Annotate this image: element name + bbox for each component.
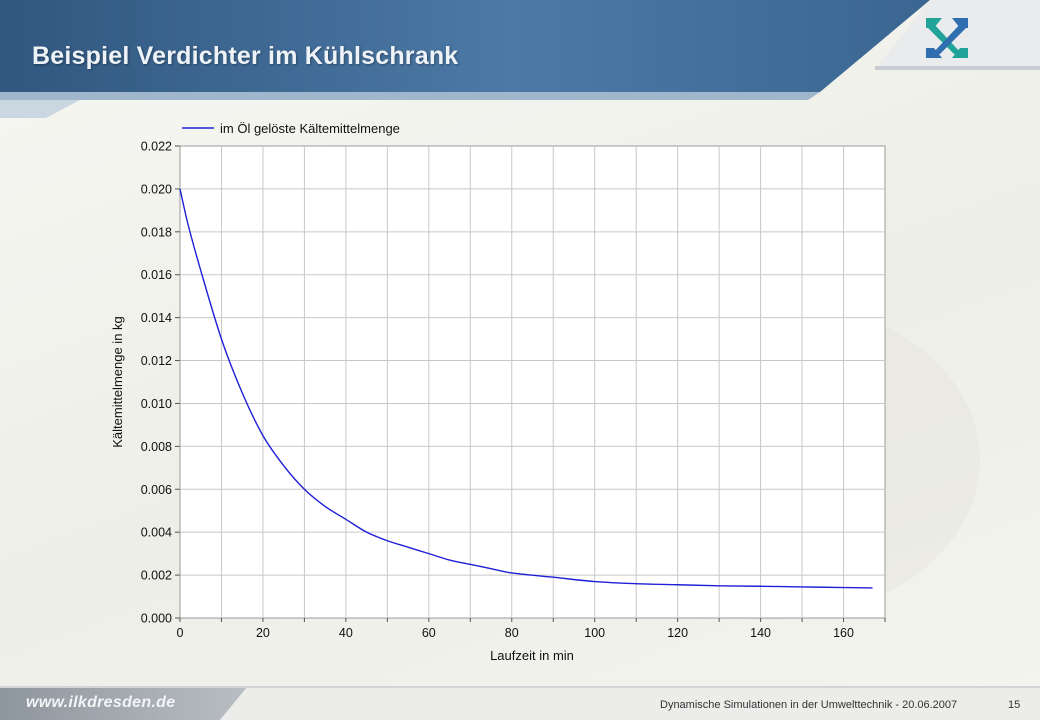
grid-lines bbox=[180, 146, 885, 618]
y-tick-label: 0.012 bbox=[141, 354, 172, 368]
y-tick-label: 0.000 bbox=[141, 612, 172, 626]
header-band bbox=[0, 0, 1040, 118]
series-group bbox=[179, 188, 873, 589]
x-axis-label: Laufzeit in min bbox=[490, 648, 574, 663]
plot-area bbox=[179, 145, 886, 619]
x-tick-label: 60 bbox=[422, 626, 436, 640]
x-tick-label: 100 bbox=[584, 626, 605, 640]
footer-text: Dynamische Simulationen in der Umwelttec… bbox=[660, 699, 958, 711]
line-chart: 0.000 0.002 0.004 0.006 0.008 0.010 0.012 0.014… bbox=[110, 121, 886, 663]
y-tick-label: 0.010 bbox=[141, 397, 172, 411]
x-tick-label: 120 bbox=[667, 626, 688, 640]
x-tick-label: 40 bbox=[339, 626, 353, 640]
x-tick-label: 20 bbox=[256, 626, 270, 640]
x-tick-label: 140 bbox=[750, 626, 771, 640]
y-tick-label: 0.020 bbox=[141, 182, 172, 196]
x-tick-label: 160 bbox=[833, 626, 854, 640]
ilk-logo-icon bbox=[926, 18, 968, 58]
x-axis-ticks: 0 20 40 60 80 100 120 140 160 bbox=[177, 618, 886, 640]
legend: im Öl gelöste Kältemittelmenge bbox=[182, 121, 400, 136]
y-tick-label: 0.006 bbox=[141, 483, 172, 497]
y-axis-ticks: 0.000 0.002 0.004 0.006 0.008 0.010 0.012 0.014… bbox=[141, 140, 180, 626]
legend-label: im Öl gelöste Kältemittelmenge bbox=[220, 121, 400, 136]
y-tick-label: 0.016 bbox=[141, 268, 172, 282]
y-tick-label: 0.004 bbox=[141, 526, 172, 540]
x-tick-label: 80 bbox=[505, 626, 519, 640]
page-number: 15 bbox=[1008, 699, 1021, 711]
y-axis-label: Kältemittelmenge in kg bbox=[110, 316, 125, 448]
y-tick-label: 0.022 bbox=[141, 140, 172, 154]
series-line bbox=[179, 188, 873, 589]
footer-url: www.ilkdresden.de bbox=[26, 694, 176, 711]
x-tick-label: 0 bbox=[177, 626, 184, 640]
y-tick-label: 0.002 bbox=[141, 569, 172, 583]
y-tick-label: 0.018 bbox=[141, 225, 172, 239]
footer-band bbox=[0, 686, 1040, 720]
y-tick-label: 0.014 bbox=[141, 311, 172, 325]
slide-title: Beispiel Verdichter im Kühlschrank bbox=[32, 42, 459, 70]
y-tick-label: 0.008 bbox=[141, 440, 172, 454]
